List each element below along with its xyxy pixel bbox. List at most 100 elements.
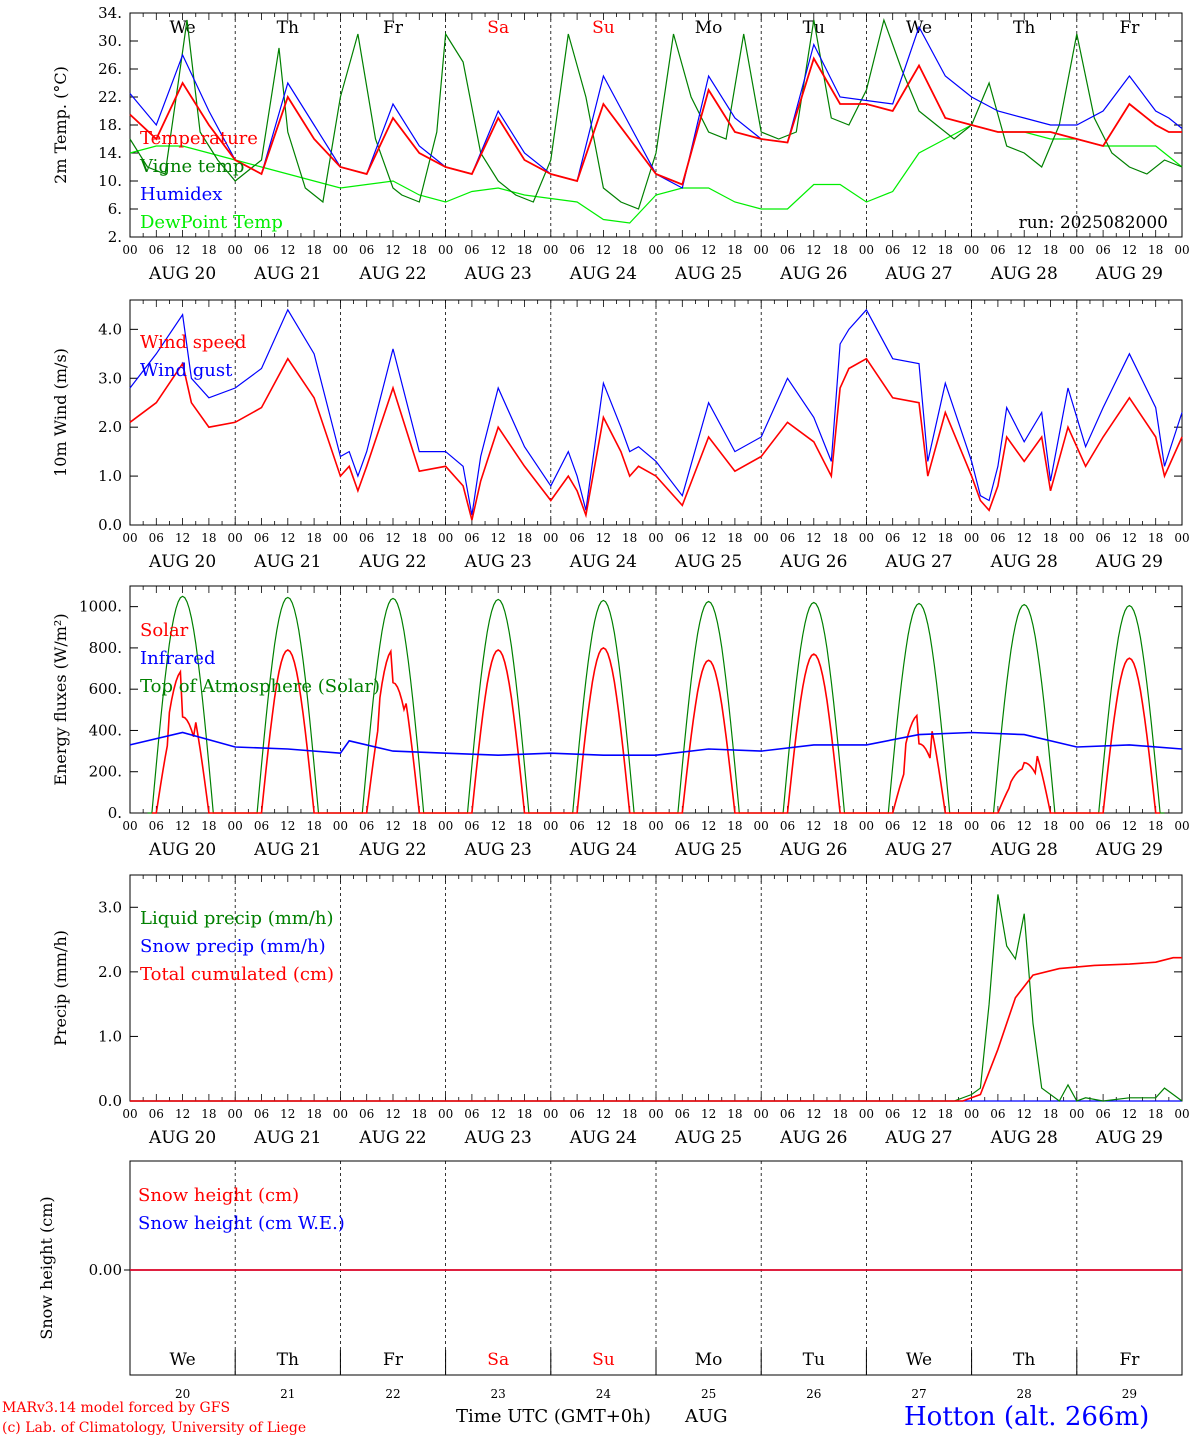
hour-tick-label: 12	[911, 819, 926, 833]
legend-liquid-precip-mm-h-: Liquid precip (mm/h)	[140, 908, 334, 929]
hour-tick-label: 18	[517, 531, 532, 545]
x-axis-label: Time UTC (GMT+0h)	[456, 1406, 651, 1427]
day-label: AUG 27	[884, 1128, 952, 1148]
hour-tick-label: 06	[149, 1107, 164, 1121]
hour-tick-label: 00	[648, 1107, 663, 1121]
hour-tick-label: 18	[832, 531, 847, 545]
y-tick-label: 14.	[98, 144, 122, 162]
day-number: 21	[280, 1387, 295, 1401]
hour-tick-label: 06	[254, 243, 269, 257]
weekday-label: Su	[592, 18, 615, 38]
snow-ylabel: Snow height (cm)	[37, 1196, 56, 1339]
hour-tick-label: 18	[727, 243, 742, 257]
hour-tick-label: 12	[491, 1107, 506, 1121]
hour-tick-label: 12	[806, 243, 821, 257]
hour-tick-label: 18	[1043, 531, 1058, 545]
hour-tick-label: 18	[938, 243, 953, 257]
hour-tick-label: 00	[543, 1107, 558, 1121]
hour-tick-label: 12	[806, 531, 821, 545]
hour-tick-label: 18	[938, 531, 953, 545]
day-label: AUG 28	[990, 264, 1058, 284]
hour-tick-label: 12	[175, 819, 190, 833]
hour-tick-label: 18	[412, 819, 427, 833]
hour-tick-label: 06	[675, 1107, 690, 1121]
day-label: AUG 28	[990, 1128, 1058, 1148]
series-liquid-precip-mm-h-	[130, 894, 1183, 1102]
y-tick-label: 1.0	[98, 1027, 122, 1045]
hour-tick-label: 18	[306, 243, 321, 257]
series-humidex	[129, 25, 1183, 189]
hour-tick-label: 12	[911, 531, 926, 545]
day-label: AUG 22	[358, 1128, 426, 1148]
hour-tick-label: 00	[1174, 1107, 1189, 1121]
day-label: AUG 24	[569, 840, 637, 860]
day-label: AUG 24	[569, 264, 637, 284]
hour-tick-label: 18	[727, 819, 742, 833]
hour-tick-label: 12	[280, 819, 295, 833]
day-label: AUG 29	[1095, 1128, 1163, 1148]
hour-tick-label: 06	[990, 531, 1005, 545]
day-label: AUG 20	[148, 264, 216, 284]
hour-tick-label: 00	[122, 1107, 137, 1121]
hour-tick-label: 06	[464, 531, 479, 545]
hour-tick-label: 00	[228, 531, 243, 545]
day-label: AUG 23	[464, 1128, 532, 1148]
hour-tick-label: 00	[754, 1107, 769, 1121]
y-tick-label: 800.	[89, 639, 122, 657]
hour-tick-label: 18	[201, 243, 216, 257]
station-name: Hotton (alt. 266m)	[904, 1402, 1150, 1432]
day-label: AUG 20	[148, 1128, 216, 1148]
temp-frame	[129, 12, 1183, 238]
hour-tick-label: 00	[754, 531, 769, 545]
hour-tick-label: 12	[1122, 531, 1137, 545]
weekday-label: We	[906, 1350, 932, 1370]
hour-tick-label: 12	[806, 819, 821, 833]
hour-tick-label: 00	[859, 531, 874, 545]
hour-tick-label: 12	[911, 243, 926, 257]
legend-top-of-atmosphere-solar-: Top of Atmosphere (Solar)	[140, 676, 380, 697]
energy-ylabel: Energy fluxes (W/m²)	[51, 613, 70, 785]
hour-tick-label: 06	[569, 531, 584, 545]
hour-tick-label: 00	[648, 531, 663, 545]
hour-tick-label: 12	[1017, 531, 1032, 545]
hour-tick-label: 00	[964, 243, 979, 257]
y-tick-label: 600.	[89, 680, 122, 698]
hour-tick-label: 12	[596, 243, 611, 257]
day-label: AUG 23	[464, 840, 532, 860]
hour-tick-label: 06	[885, 1107, 900, 1121]
hour-tick-label: 00	[438, 243, 453, 257]
hour-tick-label: 06	[464, 819, 479, 833]
hour-tick-label: 12	[280, 1107, 295, 1121]
hour-tick-label: 12	[806, 1107, 821, 1121]
hour-tick-label: 18	[412, 531, 427, 545]
hour-tick-label: 12	[1017, 819, 1032, 833]
hour-tick-label: 00	[1069, 243, 1084, 257]
hour-tick-label: 00	[228, 243, 243, 257]
hour-tick-label: 18	[622, 819, 637, 833]
hour-tick-label: 00	[333, 819, 348, 833]
hour-tick-label: 00	[333, 243, 348, 257]
hour-tick-label: 18	[306, 819, 321, 833]
hour-tick-label: 06	[885, 819, 900, 833]
temp-ylabel: 2m Temp. (°C)	[51, 66, 70, 184]
y-tick-label: 4.0	[98, 320, 122, 338]
day-number: 25	[701, 1387, 716, 1401]
legend-infrared: Infrared	[140, 648, 215, 669]
hour-tick-label: 00	[964, 819, 979, 833]
weekday-label: Sa	[487, 1350, 509, 1370]
hour-tick-label: 06	[780, 243, 795, 257]
hour-tick-label: 06	[885, 531, 900, 545]
hour-tick-label: 12	[385, 1107, 400, 1121]
hour-tick-label: 06	[990, 1107, 1005, 1121]
hour-tick-label: 12	[1017, 243, 1032, 257]
hour-tick-label: 06	[780, 819, 795, 833]
day-label: AUG 24	[569, 1128, 637, 1148]
series-total-cumulated-cm-	[130, 956, 1182, 1102]
day-number: 23	[491, 1387, 506, 1401]
weekday-label: Fr	[1119, 1350, 1140, 1370]
day-label: AUG 22	[358, 840, 426, 860]
weekday-label: Tu	[803, 1350, 825, 1370]
hour-tick-label: 06	[569, 1107, 584, 1121]
hour-tick-label: 00	[859, 819, 874, 833]
